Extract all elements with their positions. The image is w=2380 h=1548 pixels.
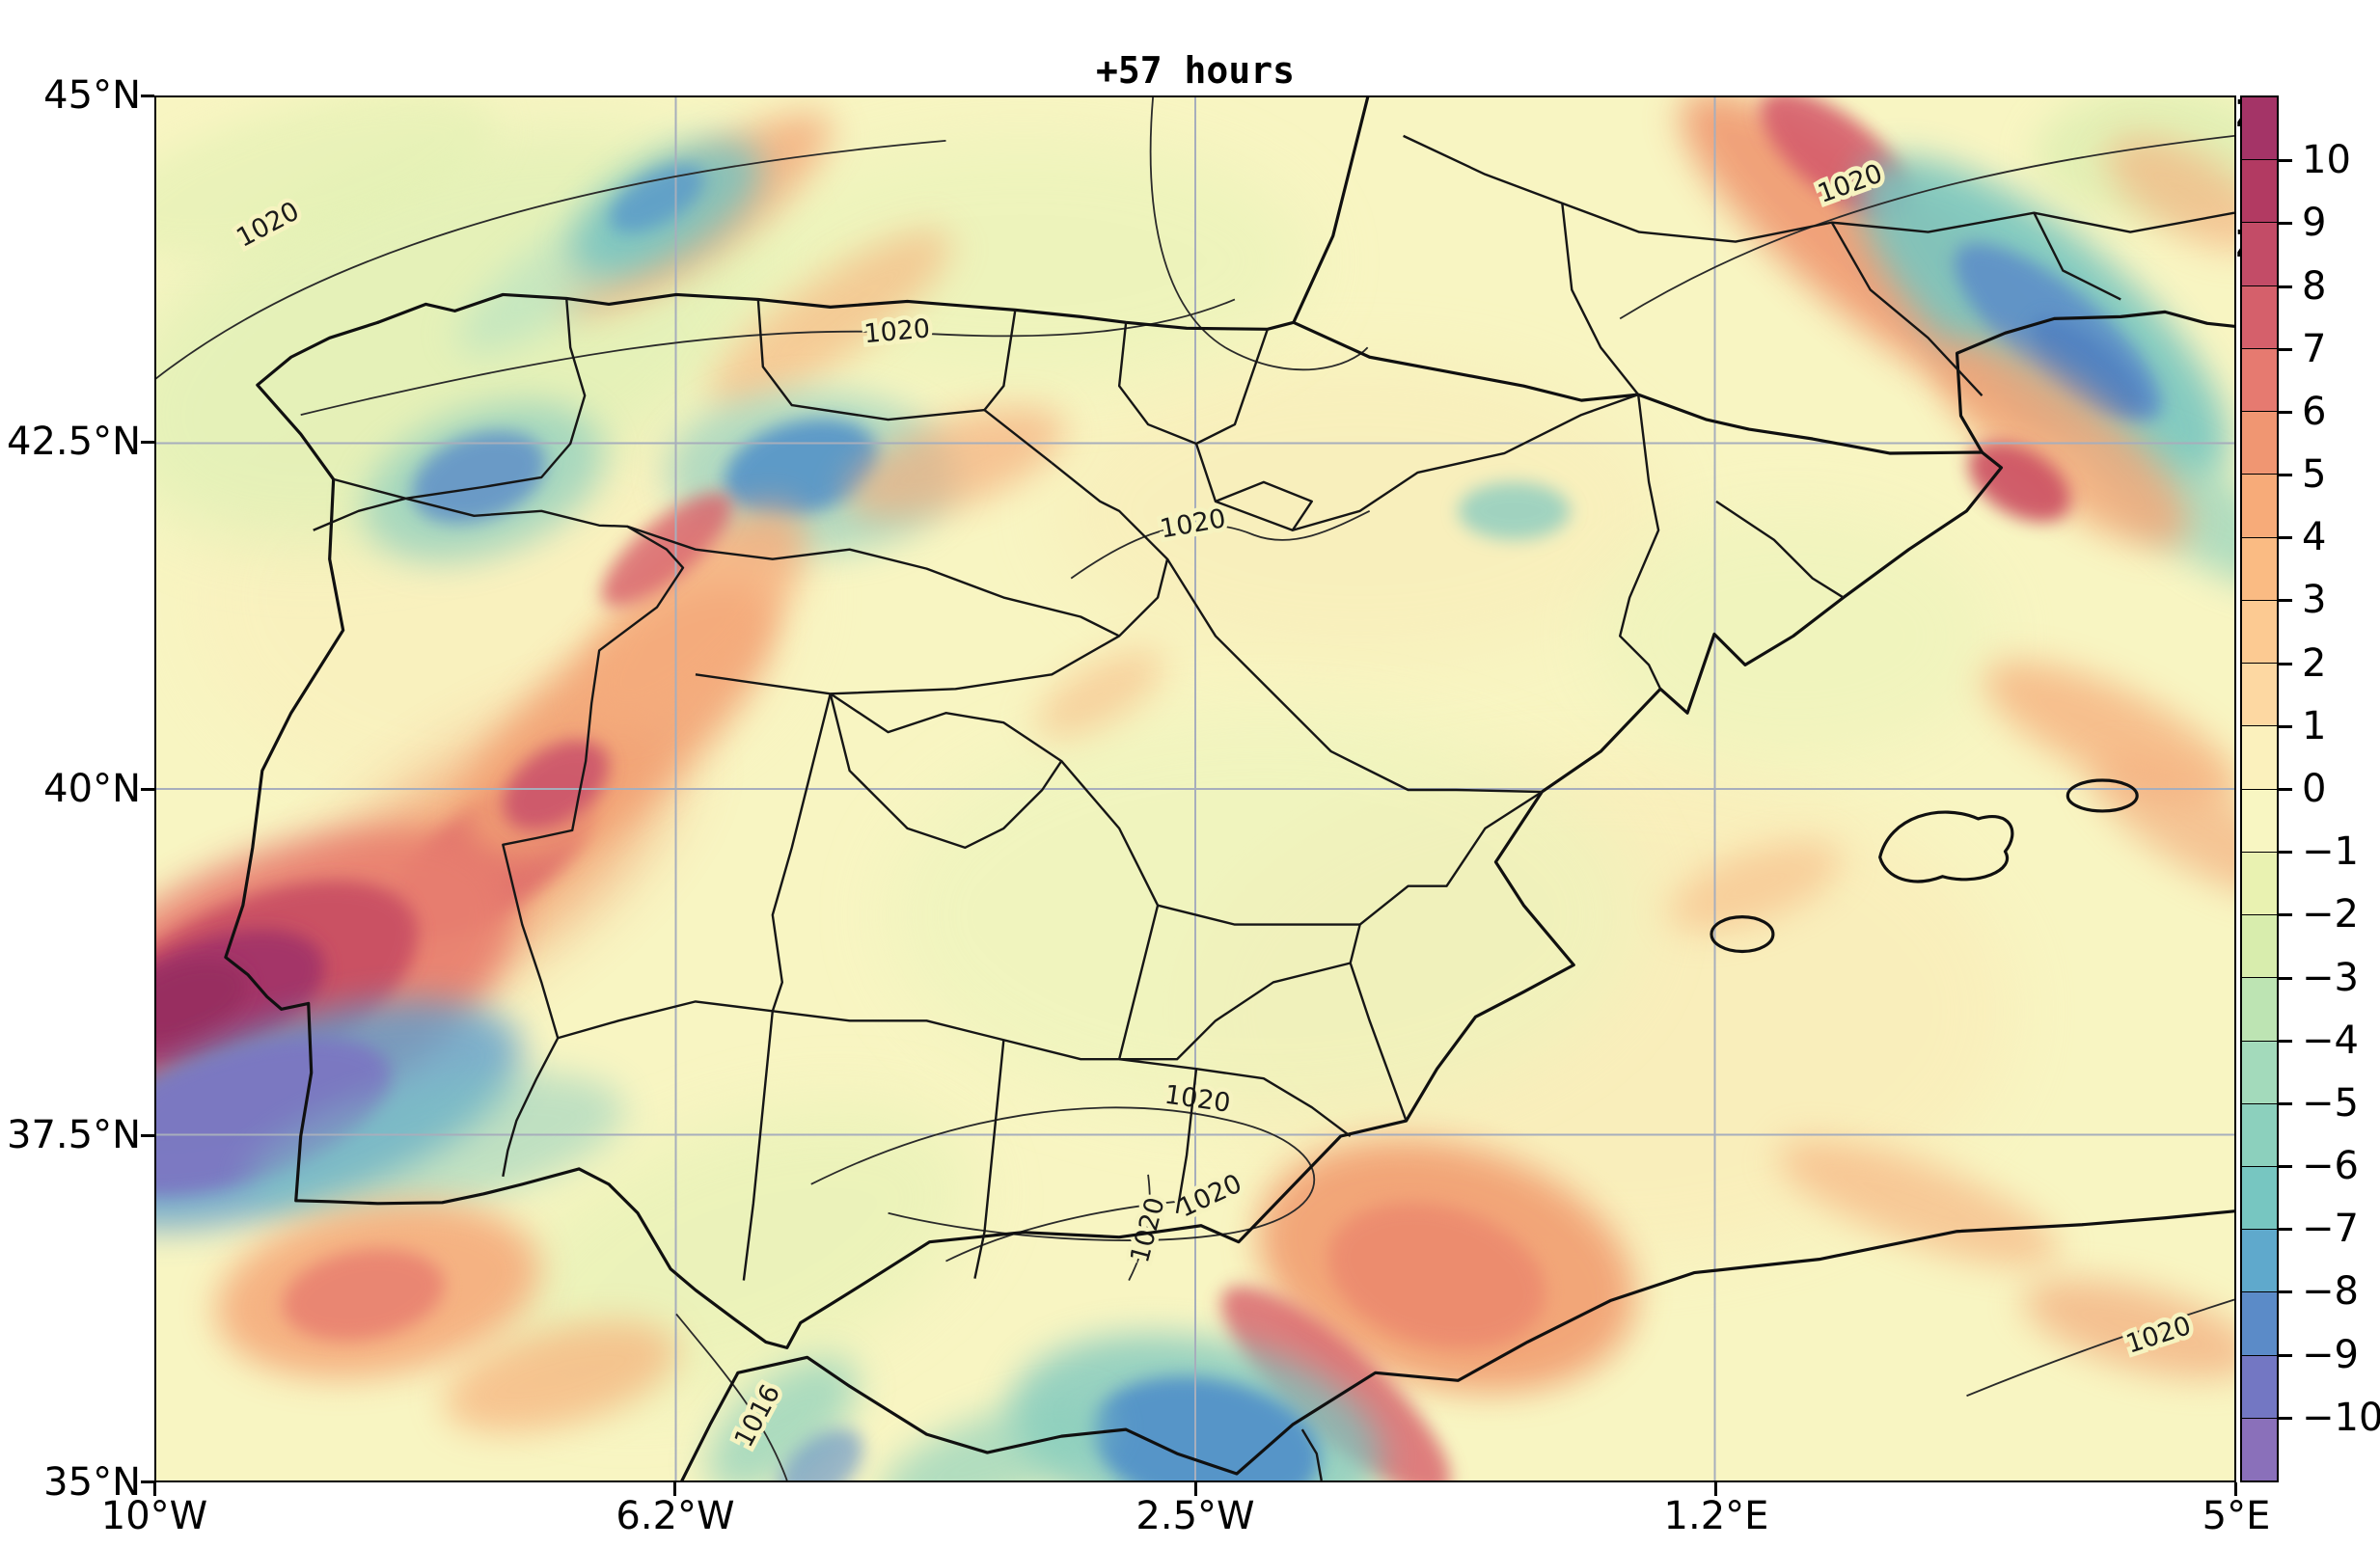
colorbar-segment xyxy=(2242,347,2277,412)
isobar-contours xyxy=(156,97,2234,1480)
map-plot-area: 1020 1020 1020 1020 1020 1020 1020 1020 … xyxy=(154,95,2236,1482)
lon-tick-label: 2.5°W xyxy=(1135,1494,1255,1538)
colorbar-segment xyxy=(2242,97,2277,160)
colorbar-segment xyxy=(2242,914,2277,978)
lon-tickmark xyxy=(673,1482,676,1496)
lat-tickmark xyxy=(141,1480,154,1483)
admin-borders xyxy=(313,134,2234,1480)
colorbar-segment xyxy=(2242,1102,2277,1166)
isobar-label: 1020 xyxy=(862,313,931,349)
colorbar xyxy=(2240,95,2279,1482)
lon-tick-label: 1.2°E xyxy=(1663,1494,1769,1538)
colorbar-segment xyxy=(2242,1417,2277,1481)
lat-tick-label: 40°N xyxy=(43,767,141,811)
lon-tickmark xyxy=(1714,1482,1717,1496)
lat-tickmark xyxy=(141,95,154,97)
colorbar-segment xyxy=(2242,474,2277,537)
colorbar-segment xyxy=(2242,411,2277,475)
lat-tick-label: 35°N xyxy=(43,1460,141,1505)
colorbar-segment xyxy=(2242,159,2277,223)
colorbar-segment xyxy=(2242,1354,2277,1418)
colorbar-segment xyxy=(2242,536,2277,600)
lon-tick-label: 10°W xyxy=(100,1494,208,1538)
colorbar-segment xyxy=(2242,977,2277,1041)
colorbar-segment xyxy=(2242,663,2277,726)
colorbar-segment xyxy=(2242,725,2277,789)
advection-field xyxy=(156,97,2234,1480)
colorbar-segment xyxy=(2242,222,2277,285)
lat-tickmark xyxy=(141,1134,154,1137)
colorbar-segment xyxy=(2242,1229,2277,1292)
lat-tick-label: 45°N xyxy=(43,73,141,118)
lat-tickmark xyxy=(141,441,154,444)
colorbar-segment xyxy=(2242,599,2277,664)
colorbar-ticks: 10 9 8 7 6 5 4 3 2 1 0 −1 −2 −3 −4 −5 −6 −7 −8 −9 −10 xyxy=(2279,95,2380,1482)
lon-tickmark xyxy=(2234,1482,2237,1496)
colorbar-segment xyxy=(2242,1291,2277,1355)
lon-tick-label: 5°E xyxy=(2202,1494,2271,1538)
lat-tick-label: 37.5°N xyxy=(7,1113,141,1157)
colorbar-segment xyxy=(2242,851,2277,915)
lead-time-label: +57 hours xyxy=(1096,49,1295,92)
colorbar-segment xyxy=(2242,285,2277,348)
colorbar-segment xyxy=(2242,1165,2277,1230)
colorbar-segment xyxy=(2242,1040,2277,1103)
lon-tick-label: 6.2°W xyxy=(616,1494,735,1538)
lat-tick-label: 42.5°N xyxy=(7,420,141,464)
coastlines xyxy=(224,97,2234,1480)
lon-tickmark xyxy=(153,1482,156,1496)
lon-tickmark xyxy=(1194,1482,1197,1496)
colorbar-segment xyxy=(2242,788,2277,852)
lat-tickmark xyxy=(141,788,154,791)
advection-map-svg: 1020 1020 1020 1020 1020 1020 1020 1020 … xyxy=(156,97,2234,1480)
